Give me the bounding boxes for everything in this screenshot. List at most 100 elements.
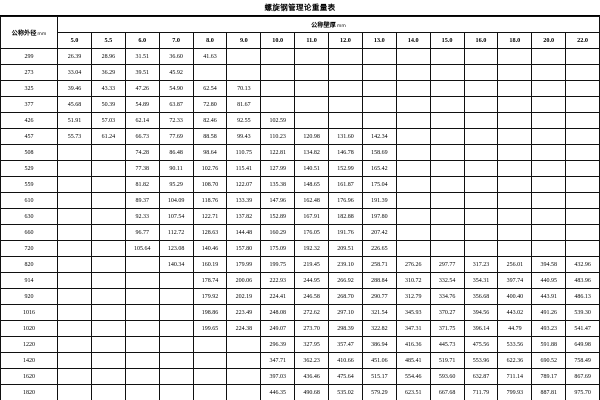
cell-weight-empty xyxy=(531,224,567,241)
cell-weight: 39.51 xyxy=(124,64,160,81)
cell-weight-empty xyxy=(361,64,397,81)
cell-weight: 98.64 xyxy=(192,144,228,161)
cell-weight: 345.93 xyxy=(395,304,431,321)
cell-weight: 110.75 xyxy=(226,144,262,161)
cell-weight: 370.27 xyxy=(429,304,465,321)
cell-weight: 135.38 xyxy=(260,176,296,193)
cell-weight-empty xyxy=(328,48,363,65)
cell-outer-diameter: 299 xyxy=(0,48,58,65)
table-row: 508 74.28 86.48 98.64 110.75 122.81 134.82 146.… xyxy=(0,144,600,161)
cell-weight: 288.84 xyxy=(361,272,397,289)
cell-weight: 161.87 xyxy=(328,176,363,193)
cell-weight-empty xyxy=(463,144,499,161)
cell-outer-diameter: 914 xyxy=(0,272,58,289)
cell-weight: 297.77 xyxy=(429,256,465,273)
cell-weight: 54.90 xyxy=(158,80,194,97)
column-header-thickness: 9.0 xyxy=(226,32,262,49)
cell-weight: 432.96 xyxy=(565,256,600,273)
cell-weight-empty xyxy=(565,96,600,113)
cell-weight-empty xyxy=(497,128,533,145)
cell-weight-empty xyxy=(57,208,92,225)
column-header-thickness: 7.0 xyxy=(158,32,194,49)
cell-weight: 36.29 xyxy=(90,64,126,81)
cell-weight-empty xyxy=(531,48,567,65)
cell-weight-empty xyxy=(463,176,499,193)
cell-weight: 310.72 xyxy=(395,272,431,289)
cell-weight-empty xyxy=(361,80,397,97)
cell-weight-empty xyxy=(124,272,160,289)
cell-weight: 198.86 xyxy=(192,304,228,321)
cell-weight-empty xyxy=(429,192,465,209)
cell-weight: 107.54 xyxy=(158,208,194,225)
cell-weight-empty xyxy=(57,336,92,353)
cell-weight: 219.45 xyxy=(294,256,329,273)
cell-weight-empty xyxy=(531,112,567,129)
cell-weight-empty xyxy=(57,384,92,400)
cell-weight: 539.30 xyxy=(565,304,600,321)
cell-weight-empty xyxy=(90,240,126,257)
cell-weight: 122.71 xyxy=(192,208,228,225)
cell-weight-empty xyxy=(395,128,431,145)
cell-weight-empty xyxy=(395,80,431,97)
cell-weight: 142.34 xyxy=(361,128,397,145)
cell-weight-empty xyxy=(260,48,296,65)
cell-weight: 202.19 xyxy=(226,288,262,305)
cell-outer-diameter: 529 xyxy=(0,160,58,177)
table-row: 273 33.04 36.29 39.51 45.92 xyxy=(0,64,600,81)
cell-weight: 200.06 xyxy=(226,272,262,289)
cell-weight: 623.51 xyxy=(395,384,431,400)
cell-weight-empty xyxy=(57,272,92,289)
cell-outer-diameter: 1020 xyxy=(0,320,58,337)
cell-weight-empty xyxy=(192,384,228,400)
cell-outer-diameter: 273 xyxy=(0,64,58,81)
cell-weight-empty xyxy=(531,128,567,145)
cell-weight-empty xyxy=(90,384,126,400)
cell-weight-empty xyxy=(395,160,431,177)
cell-weight: 541.47 xyxy=(565,320,600,337)
cell-weight: 26.39 xyxy=(57,48,92,65)
cell-weight: 120.98 xyxy=(294,128,329,145)
cell-weight-empty xyxy=(429,128,465,145)
cell-weight-empty xyxy=(565,224,600,241)
cell-weight: 276.26 xyxy=(395,256,431,273)
cell-weight-empty xyxy=(463,112,499,129)
cell-weight-empty xyxy=(497,176,533,193)
cell-weight: 256.01 xyxy=(497,256,533,273)
cell-weight: 128.63 xyxy=(192,224,228,241)
table-head: 公称外径mm 公称壁厚mm 5.0 5.5 6.0 7.0 8.0 9.0 10.0 11.0… xyxy=(0,16,600,49)
cell-weight: 443.02 xyxy=(497,304,533,321)
cell-weight-empty xyxy=(57,288,92,305)
cell-weight: 272.62 xyxy=(294,304,329,321)
cell-weight-empty xyxy=(124,336,160,353)
cell-outer-diameter: 426 xyxy=(0,112,58,129)
cell-weight: 553.96 xyxy=(463,352,499,369)
cell-weight: 182.88 xyxy=(328,208,363,225)
cell-weight: 322.82 xyxy=(361,320,397,337)
cell-weight-empty xyxy=(497,240,533,257)
cell-weight-empty xyxy=(531,160,567,177)
cell-weight: 397.03 xyxy=(260,368,296,385)
table-row: 377 45.68 50.39 54.89 63.87 72.80 81.67 xyxy=(0,96,600,113)
cell-weight-empty xyxy=(565,128,600,145)
cell-weight: 160.29 xyxy=(260,224,296,241)
cell-weight-empty xyxy=(429,208,465,225)
cell-weight-empty xyxy=(226,352,262,369)
cell-weight-empty xyxy=(90,192,126,209)
cell-weight: 62.14 xyxy=(124,112,160,129)
cell-weight: 147.96 xyxy=(260,192,296,209)
cell-weight-empty xyxy=(429,96,465,113)
document-title-band: 螺旋钢管理论重量表 xyxy=(0,0,600,16)
cell-weight: 115.41 xyxy=(226,160,262,177)
cell-outer-diameter: 377 xyxy=(0,96,58,113)
cell-weight: 72.33 xyxy=(158,112,194,129)
cell-weight: 400.40 xyxy=(497,288,533,305)
cell-outer-diameter: 457 xyxy=(0,128,58,145)
cell-weight-empty xyxy=(361,96,397,113)
cell-weight-empty xyxy=(531,208,567,225)
cell-weight: 176.05 xyxy=(294,224,329,241)
cell-weight: 61.24 xyxy=(90,128,126,145)
cell-weight: 89.37 xyxy=(124,192,160,209)
cell-weight-empty xyxy=(90,288,126,305)
cell-weight: 199.75 xyxy=(260,256,296,273)
cell-weight-empty xyxy=(429,48,465,65)
